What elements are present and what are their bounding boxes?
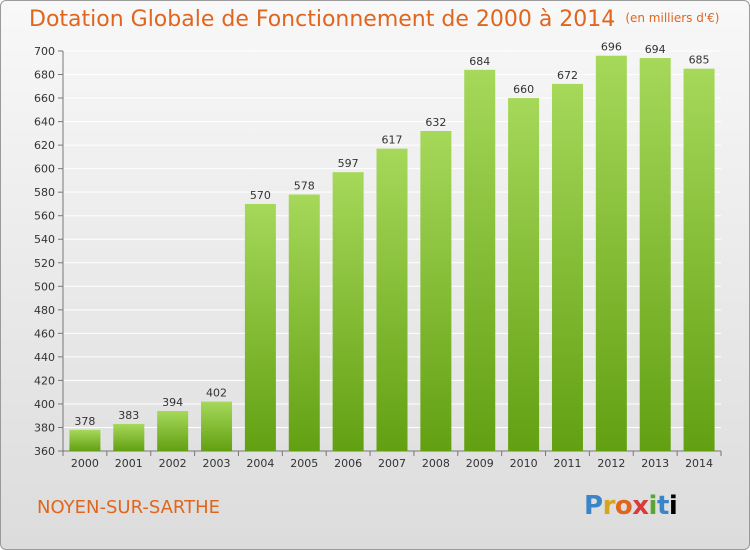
bar	[288, 194, 320, 451]
bar-value-label: 632	[425, 116, 446, 129]
x-tick-label: 2001	[115, 457, 143, 470]
bar-value-label: 694	[645, 43, 666, 56]
y-tick-label: 460	[34, 327, 55, 340]
y-tick-label: 520	[34, 257, 55, 270]
city-name: NOYEN-SUR-SARTHE	[37, 497, 221, 518]
bar	[551, 83, 583, 452]
bar-value-label: 597	[338, 157, 359, 170]
x-tick-label: 2006	[334, 457, 362, 470]
x-tick-label: 2000	[71, 457, 99, 470]
y-tick-label: 640	[34, 116, 55, 129]
bar	[639, 58, 671, 451]
bar-value-label: 660	[513, 83, 534, 96]
bar-value-label: 378	[74, 415, 95, 428]
x-tick-label: 2014	[685, 457, 713, 470]
y-tick-label: 400	[34, 398, 55, 411]
x-tick-label: 2007	[378, 457, 406, 470]
proxiti-logo[interactable]: Proxiti	[584, 491, 678, 521]
chart-title: Dotation Globale de Fonctionnement de 20…	[29, 7, 719, 32]
labels: 360 380 400 420 440 460 480 500 520 540 560 580 600 6…	[34, 41, 713, 470]
x-tick-label: 2002	[159, 457, 187, 470]
bar	[113, 423, 145, 451]
bars	[69, 55, 715, 452]
x-tick-label: 2010	[510, 457, 538, 470]
bar	[683, 68, 715, 451]
bar	[201, 401, 233, 451]
bar-value-label: 394	[162, 396, 183, 409]
bar	[332, 172, 364, 452]
bar	[464, 69, 496, 451]
bar	[69, 429, 101, 451]
x-tick-label: 2005	[290, 457, 318, 470]
bar-value-label: 696	[601, 41, 622, 54]
bar	[420, 131, 452, 451]
bar-value-label: 578	[294, 180, 315, 193]
y-tick-label: 380	[34, 421, 55, 434]
y-tick-label: 620	[34, 139, 55, 152]
bar-value-label: 672	[557, 69, 578, 82]
x-tick-label: 2013	[641, 457, 669, 470]
x-tick-label: 2004	[246, 457, 274, 470]
x-tick-label: 2012	[597, 457, 625, 470]
x-tick-label: 2008	[422, 457, 450, 470]
y-tick-label: 560	[34, 210, 55, 223]
bar	[595, 55, 627, 452]
chart-subtitle: (en milliers d'€)	[625, 11, 720, 25]
bar-value-label: 617	[382, 134, 403, 147]
x-tick-label: 2009	[466, 457, 494, 470]
y-tick-label: 660	[34, 92, 55, 105]
y-tick-label: 480	[34, 304, 55, 317]
bar	[244, 203, 276, 451]
y-tick-label: 580	[34, 186, 55, 199]
chart-title-text: Dotation Globale de Fonctionnement de 20…	[29, 7, 616, 32]
y-tick-label: 680	[34, 69, 55, 82]
x-tick-label: 2003	[203, 457, 231, 470]
bar-value-label: 570	[250, 189, 271, 202]
y-tick-label: 500	[34, 280, 55, 293]
bar-value-label: 402	[206, 387, 227, 400]
y-tick-label: 540	[34, 233, 55, 246]
y-tick-label: 420	[34, 374, 55, 387]
bar-value-label: 684	[469, 55, 490, 68]
bar	[376, 148, 408, 451]
bar-value-label: 383	[118, 409, 139, 422]
bar-value-label: 685	[689, 54, 710, 67]
bar	[157, 411, 189, 451]
bar	[508, 98, 540, 451]
y-tick-label: 440	[34, 351, 55, 364]
x-tick-label: 2011	[553, 457, 581, 470]
y-tick-label: 360	[34, 445, 55, 458]
y-tick-label: 600	[34, 163, 55, 176]
y-tick-label: 700	[34, 45, 55, 58]
